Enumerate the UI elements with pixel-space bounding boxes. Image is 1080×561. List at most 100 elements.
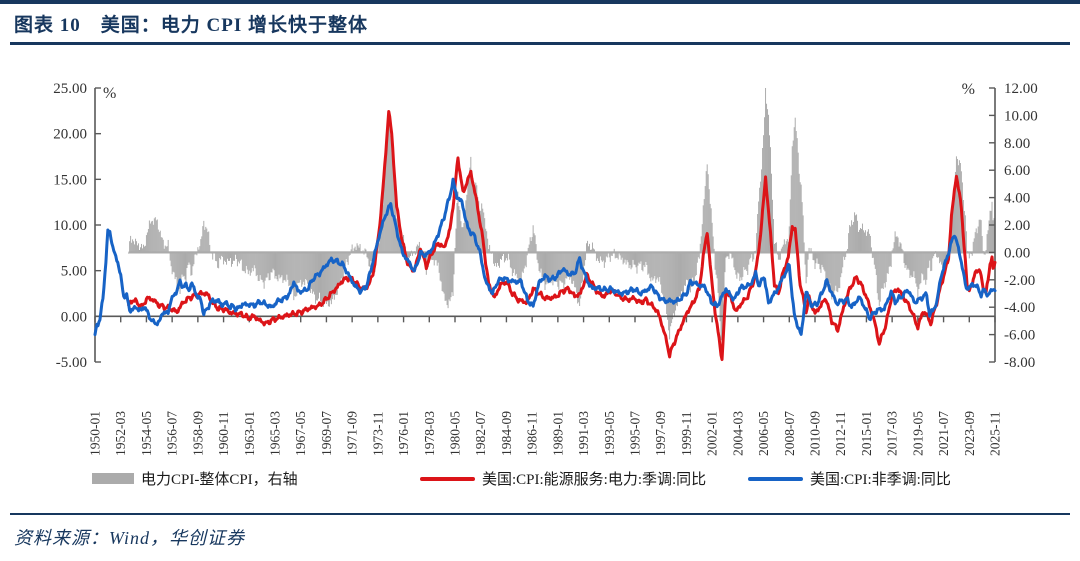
- x-axis-tick-label: 2021-07: [936, 411, 951, 456]
- bar-electricity-minus-cpi: [697, 252, 699, 258]
- bar-electricity-minus-cpi: [717, 252, 719, 293]
- bar-electricity-minus-cpi: [176, 252, 178, 286]
- bar-electricity-minus-cpi: [848, 233, 850, 253]
- bar-electricity-minus-cpi: [132, 239, 134, 253]
- bar-electricity-minus-cpi: [727, 252, 729, 257]
- bar-electricity-minus-cpi: [649, 252, 651, 279]
- bar-electricity-minus-cpi: [220, 252, 222, 260]
- bar-electricity-minus-cpi: [544, 252, 546, 291]
- bar-electricity-minus-cpi: [942, 252, 944, 269]
- bar-electricity-minus-cpi: [570, 252, 572, 278]
- bar-electricity-minus-cpi: [928, 252, 930, 268]
- bar-electricity-minus-cpi: [647, 252, 649, 275]
- bar-electricity-minus-cpi: [192, 252, 194, 267]
- bar-electricity-minus-cpi: [186, 252, 188, 269]
- bar-electricity-minus-cpi: [714, 252, 716, 270]
- bar-electricity-minus-cpi: [925, 252, 927, 285]
- left-axis-tick-label: 5.00: [61, 264, 87, 280]
- bar-electricity-minus-cpi: [825, 252, 827, 282]
- bar-electricity-minus-cpi: [725, 252, 727, 258]
- bar-electricity-minus-cpi: [236, 252, 238, 267]
- bar-electricity-minus-cpi: [820, 252, 822, 273]
- bar-electricity-minus-cpi: [926, 252, 928, 280]
- bar-electricity-minus-cpi: [704, 186, 706, 253]
- bar-electricity-minus-cpi: [443, 252, 445, 294]
- bar-electricity-minus-cpi: [418, 241, 420, 253]
- bar-electricity-minus-cpi: [693, 252, 695, 282]
- bar-electricity-minus-cpi: [976, 233, 978, 253]
- bar-electricity-minus-cpi: [262, 252, 264, 283]
- bar-electricity-minus-cpi: [346, 252, 348, 263]
- bar-electricity-minus-cpi: [146, 232, 148, 253]
- bar-electricity-minus-cpi: [567, 252, 569, 272]
- bar-electricity-minus-cpi: [361, 252, 363, 253]
- bar-electricity-minus-cpi: [868, 233, 870, 253]
- bar-electricity-minus-cpi: [939, 252, 941, 264]
- bar-electricity-minus-cpi: [447, 252, 449, 309]
- right-axis-tick-label: -8.00: [1004, 355, 1035, 371]
- bar-electricity-minus-cpi: [850, 226, 852, 253]
- bar-electricity-minus-cpi: [211, 252, 213, 254]
- bar-electricity-minus-cpi: [248, 252, 250, 271]
- bar-electricity-minus-cpi: [500, 252, 501, 259]
- bar-electricity-minus-cpi: [917, 252, 919, 298]
- bar-electricity-minus-cpi: [721, 252, 723, 348]
- bar-electricity-minus-cpi: [253, 252, 255, 266]
- bar-electricity-minus-cpi: [836, 252, 838, 292]
- bar-electricity-minus-cpi: [610, 252, 612, 256]
- bar-electricity-minus-cpi: [857, 220, 859, 253]
- legend-item-bar-series: 电力CPI-整体CPI，右轴: [92, 468, 298, 489]
- bar-electricity-minus-cpi: [700, 236, 702, 253]
- x-axis-tick-label: 2010-09: [808, 411, 823, 456]
- bar-electricity-minus-cpi: [343, 252, 345, 269]
- bar-electricity-minus-cpi: [313, 252, 315, 292]
- bar-electricity-minus-cpi: [133, 241, 135, 253]
- bar-electricity-minus-cpi: [219, 252, 221, 259]
- bar-electricity-minus-cpi: [692, 252, 694, 283]
- bar-electricity-minus-cpi: [665, 252, 667, 302]
- bar-electricity-minus-cpi: [801, 202, 803, 253]
- bar-electricity-minus-cpi: [280, 252, 282, 278]
- x-axis-tick-label: 2004-03: [730, 411, 745, 456]
- bar-electricity-minus-cpi: [388, 110, 390, 253]
- bar-electricity-minus-cpi: [252, 252, 254, 272]
- bar-electricity-minus-cpi: [513, 252, 515, 270]
- bar-electricity-minus-cpi: [804, 252, 806, 265]
- bar-electricity-minus-cpi: [310, 252, 312, 293]
- bar-electricity-minus-cpi: [827, 252, 829, 284]
- left-axis-tick-label: 0.00: [61, 309, 87, 325]
- bar-electricity-minus-cpi: [918, 252, 920, 290]
- bar-electricity-minus-cpi: [144, 245, 146, 253]
- bar-electricity-minus-cpi: [771, 199, 773, 253]
- bar-electricity-minus-cpi: [549, 252, 551, 281]
- bar-electricity-minus-cpi: [684, 252, 686, 286]
- bar-electricity-minus-cpi: [989, 210, 991, 253]
- bar-electricity-minus-cpi: [776, 252, 778, 255]
- bar-electricity-minus-cpi: [530, 241, 532, 253]
- bar-electricity-minus-cpi: [257, 252, 259, 281]
- bar-electricity-minus-cpi: [608, 252, 610, 258]
- bar-electricity-minus-cpi: [437, 252, 439, 263]
- bar-electricity-minus-cpi: [641, 252, 643, 271]
- bar-electricity-minus-cpi: [753, 252, 755, 260]
- bar-electricity-minus-cpi: [902, 250, 904, 253]
- bar-electricity-minus-cpi: [296, 252, 298, 296]
- bar-electricity-minus-cpi: [898, 246, 900, 253]
- bar-electricity-minus-cpi: [869, 235, 871, 253]
- bar-electricity-minus-cpi: [702, 205, 704, 253]
- bar-electricity-minus-cpi: [574, 252, 576, 288]
- bar-electricity-minus-cpi: [202, 226, 204, 253]
- bar-electricity-minus-cpi: [473, 181, 475, 253]
- bar-electricity-minus-cpi: [789, 199, 791, 253]
- bar-electricity-minus-cpi: [275, 252, 277, 277]
- bar-electricity-minus-cpi: [205, 226, 207, 253]
- bar-electricity-minus-cpi: [457, 191, 459, 253]
- bar-electricity-minus-cpi: [464, 210, 466, 253]
- bar-electricity-minus-cpi: [974, 232, 976, 253]
- bar-electricity-minus-cpi: [656, 252, 658, 280]
- bar-electricity-minus-cpi: [584, 252, 586, 266]
- bar-electricity-minus-cpi: [937, 252, 939, 258]
- bar-electricity-minus-cpi: [326, 252, 328, 302]
- bar-electricity-minus-cpi: [839, 252, 841, 289]
- bar-electricity-minus-cpi: [911, 252, 913, 278]
